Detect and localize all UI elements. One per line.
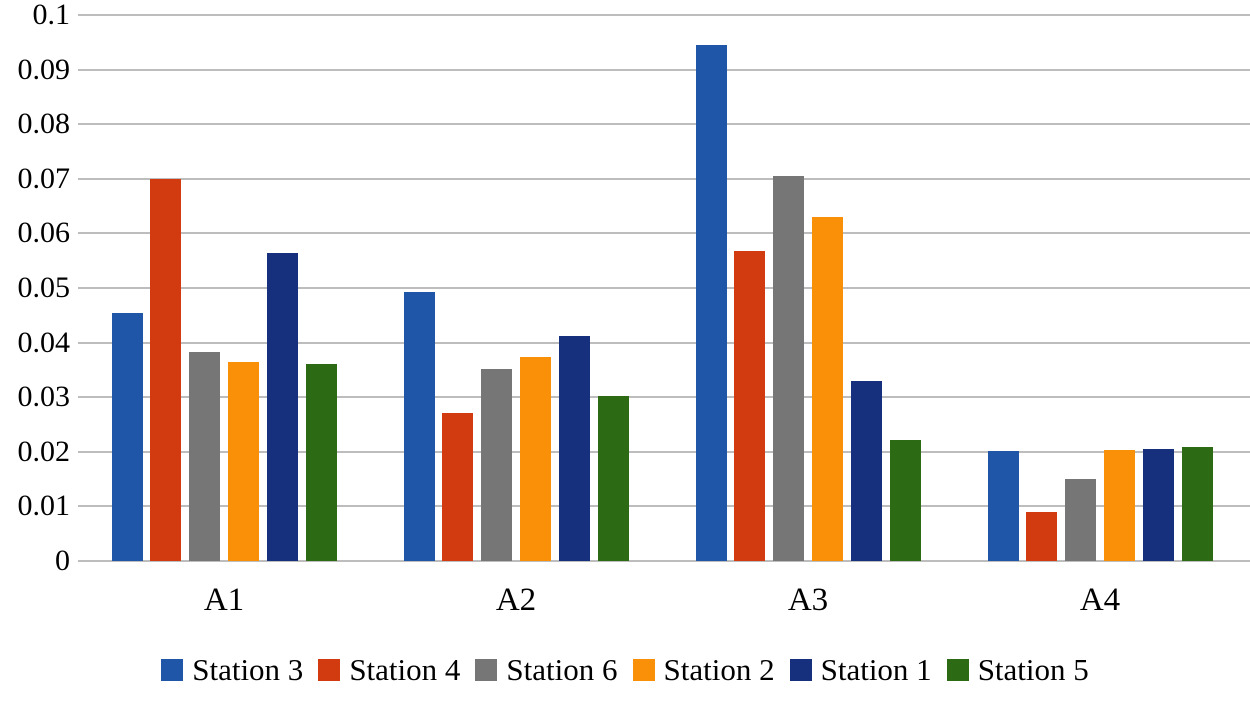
bar-A3-station-1 <box>850 380 882 561</box>
bar-A4-station-1 <box>1142 448 1174 561</box>
x-axis-category-label: A3 <box>787 582 829 618</box>
bar-A2-station-4 <box>442 413 474 561</box>
legend-item-station-4: Station 4 <box>318 652 460 688</box>
legend-swatch-icon <box>789 659 812 681</box>
y-axis-tick-label: 0.03 <box>17 380 71 414</box>
gridline <box>78 68 1250 71</box>
legend-label: Station 6 <box>506 652 618 687</box>
bar-A2-station-5 <box>597 396 629 561</box>
legend-label: Station 2 <box>663 652 775 687</box>
bar-A1-station-2 <box>227 362 259 561</box>
bar-A3-station-6 <box>773 176 805 561</box>
y-axis-tick-label: 0.1 <box>32 0 71 31</box>
bar-A3-station-2 <box>811 217 843 561</box>
legend-item-station-2: Station 2 <box>632 652 775 688</box>
legend-item-station-5: Station 5 <box>946 652 1089 688</box>
legend-item-station-1: Station 1 <box>789 652 932 688</box>
bar-A3-station-5 <box>889 440 921 561</box>
bar-A2-station-1 <box>558 335 590 561</box>
bar-A2-station-6 <box>481 369 513 561</box>
legend-swatch-icon <box>318 659 341 681</box>
gridline <box>78 450 1250 453</box>
legend-swatch-icon <box>632 659 655 681</box>
gridline <box>78 177 1250 180</box>
x-axis-category-label: A2 <box>495 582 537 618</box>
gridline <box>78 396 1250 399</box>
y-axis-tick-label: 0.06 <box>17 216 71 250</box>
legend: Station 3 Station 4 Station 6 Station 2 Stat… <box>0 652 1250 688</box>
gridline <box>78 505 1250 508</box>
gridline <box>78 14 1250 16</box>
gridline <box>78 560 1250 562</box>
bar-A4-station-2 <box>1103 449 1135 561</box>
y-axis-tick-label: 0.08 <box>17 107 71 141</box>
gridline <box>78 287 1250 289</box>
bar-A3-station-4 <box>734 250 766 561</box>
bar-A1-station-4 <box>150 178 182 561</box>
bar-A4-station-5 <box>1181 447 1213 561</box>
legend-label: Station 3 <box>192 652 304 687</box>
bar-A1-station-6 <box>189 352 221 561</box>
bar-A3-station-3 <box>695 45 727 561</box>
legend-label: Station 5 <box>977 652 1089 687</box>
legend-swatch-icon <box>946 659 969 681</box>
legend-item-station-3: Station 3 <box>161 652 303 688</box>
y-axis-tick-label: 0 <box>55 544 70 577</box>
bar-A1-station-1 <box>266 252 298 561</box>
legend-swatch-icon <box>475 659 498 681</box>
gridline <box>78 341 1250 344</box>
x-axis-category-label: A1 <box>203 582 245 618</box>
x-axis-category-label: A4 <box>1079 582 1121 618</box>
legend-label: Station 1 <box>820 652 932 687</box>
plot-area <box>78 14 1250 562</box>
gridline <box>78 123 1250 126</box>
bar-A4-station-6 <box>1065 479 1097 561</box>
legend-swatch-icon <box>161 659 184 681</box>
y-axis-tick-label: 0.09 <box>17 52 71 86</box>
bar-A2-station-2 <box>519 356 551 561</box>
bar-A1-station-3 <box>111 312 143 561</box>
y-axis-tick-label: 0.01 <box>17 489 71 523</box>
y-axis-tick-label: 0.02 <box>17 434 71 468</box>
y-axis-tick-label: 0.04 <box>17 325 71 359</box>
legend-item-station-6: Station 6 <box>475 652 618 688</box>
bar-A1-station-5 <box>305 364 337 561</box>
legend-label: Station 4 <box>349 652 461 687</box>
y-axis-tick-label: 0.07 <box>17 161 71 195</box>
bar-A2-station-3 <box>403 292 435 561</box>
y-axis-tick-label: 0.05 <box>17 271 71 304</box>
gridline <box>78 232 1250 235</box>
bar-A4-station-3 <box>987 451 1019 561</box>
bar-A4-station-4 <box>1026 512 1058 561</box>
